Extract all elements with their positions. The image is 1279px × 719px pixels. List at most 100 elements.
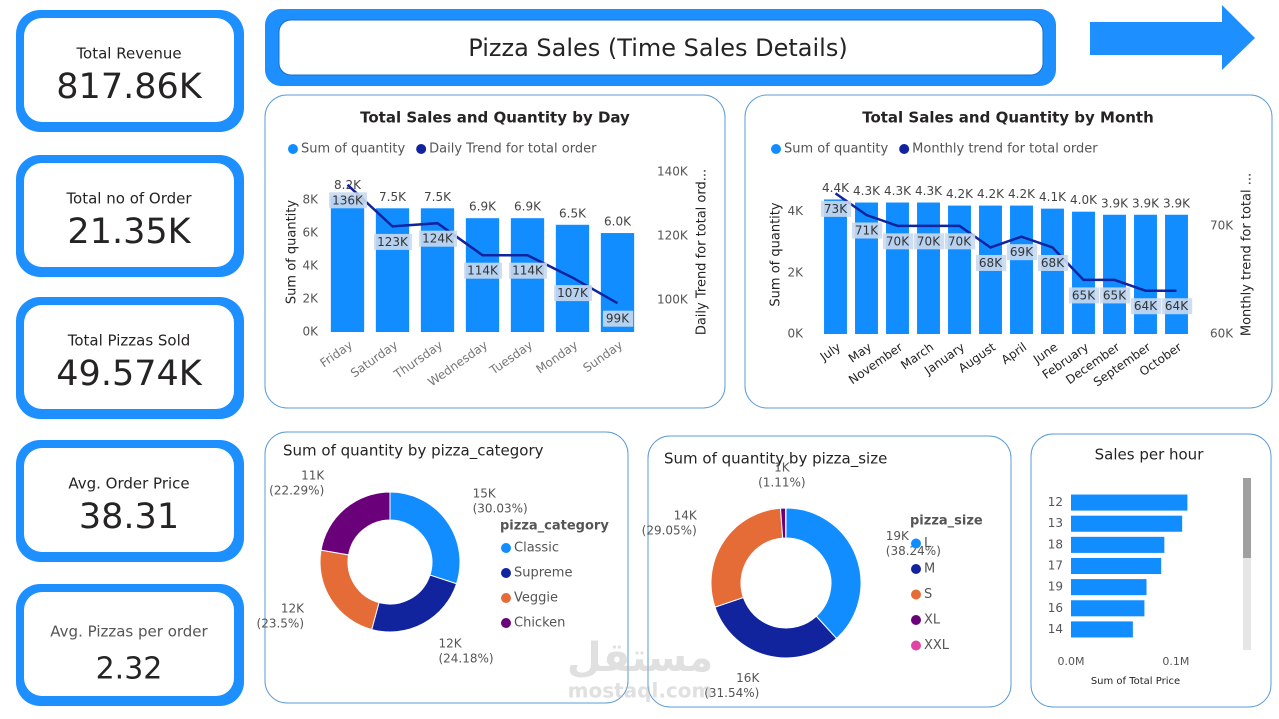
kpi-label: Total no of Order [65, 190, 192, 208]
label-bg [913, 233, 945, 250]
line-value-label: 68K [1041, 256, 1065, 270]
legend-label: Chicken [514, 616, 565, 631]
label-bg [1037, 254, 1069, 271]
bar-value-label: 4.3K [853, 184, 881, 198]
y-tick-label: 0K [787, 327, 804, 341]
slice-percent-label: (22.29%) [269, 484, 324, 498]
bar [330, 196, 365, 332]
legend-label: Daily Trend for total order [429, 142, 597, 157]
bar [824, 199, 847, 334]
label-bg [464, 262, 503, 279]
bar-value-label: 4.3K [915, 184, 943, 198]
y-tick-label: 12 [1048, 495, 1063, 509]
legend-label: Veggie [514, 591, 558, 606]
slice-percent-label: (31.54%) [704, 686, 759, 700]
line-value-label: 65K [1072, 288, 1096, 302]
kpi-card [24, 18, 234, 122]
legend-dot [288, 144, 298, 154]
y-tick-label: 4K [787, 204, 804, 218]
nav-arrow[interactable] [1090, 5, 1255, 70]
bar [1071, 621, 1133, 638]
bar [1165, 214, 1188, 334]
y-tick-label: 17 [1048, 559, 1063, 573]
slice-percent-label: (29.05%) [642, 523, 697, 537]
y-tick-label: 16 [1048, 601, 1063, 615]
line-value-label: 99K [606, 312, 630, 326]
x-tick-label: 0.1M [1162, 655, 1189, 668]
legend-dot [771, 144, 781, 154]
y-axis-title: Sum of quantity [769, 202, 784, 306]
y-tick-label: 2K [302, 292, 319, 306]
kpi-card [24, 163, 234, 267]
legend-label: L [924, 536, 932, 551]
bar-value-label: 6.0K [604, 215, 632, 229]
bar-value-label: 4.2K [1008, 187, 1036, 201]
legend-dot [501, 593, 511, 603]
x-tick-label: 0.0M [1058, 655, 1085, 668]
slice-percent-label: (38.24%) [886, 544, 941, 558]
line-value-label: 64K [1165, 299, 1189, 313]
y-tick-label: 4K [302, 259, 319, 273]
bar-value-label: 4.2K [946, 187, 974, 201]
legend-label: Classic [514, 541, 559, 556]
kpi-card [24, 448, 234, 552]
donut-slice [320, 491, 391, 556]
bar [375, 208, 410, 332]
bar [1134, 214, 1157, 334]
line-value-label: 65K [1103, 288, 1127, 302]
slice-value-label: 12K [438, 636, 462, 650]
kpi-value: 817.86K [56, 67, 202, 107]
line-value-label: 136K [332, 193, 364, 207]
kpi-value: 21.35K [67, 212, 191, 252]
slice-value-label: 12K [281, 601, 305, 615]
label-bg [975, 254, 1007, 271]
legend-dot [501, 543, 511, 553]
legend-label: Supreme [514, 566, 572, 581]
label-bg [419, 230, 458, 247]
bar [1071, 579, 1147, 596]
label-bg [1006, 244, 1038, 261]
slice-value-label: 1K [774, 461, 791, 475]
chart-title: Sum of quantity by pizza_size [664, 450, 887, 469]
kpi-label: Avg. Order Price [68, 475, 189, 493]
slice-value-label: 19K [886, 529, 910, 543]
legend-label: XXL [924, 638, 950, 653]
line-value-label: 69K [1010, 245, 1034, 259]
line-value-label: 114K [467, 264, 499, 278]
bar [1010, 205, 1033, 334]
label-bg [1068, 287, 1100, 304]
watermark: mostaql.com [568, 679, 713, 703]
bar-value-label: 3.9K [1101, 196, 1129, 210]
slice-value-label: 16K [736, 671, 760, 685]
x-axis-title: Sum of Total Price [1091, 676, 1180, 687]
label-bg [1130, 298, 1162, 315]
bar-value-label: 4.4K [822, 181, 850, 195]
label-bg [329, 192, 368, 209]
kpi-value: 49.574K [56, 354, 202, 394]
chart-title: Sales per hour [1095, 446, 1205, 464]
watermark: مستقل [567, 635, 713, 681]
chart-title: Total Sales and Quantity by Day [360, 109, 630, 127]
kpi-card [24, 592, 234, 696]
y-tick-label: 2K [787, 265, 804, 279]
label-bg [820, 200, 852, 217]
bar-value-label: 6.9K [514, 200, 542, 214]
bar-value-label: 7.5K [379, 190, 407, 204]
slice-percent-label: (30.03%) [473, 502, 528, 516]
bar [917, 202, 940, 334]
legend-label: Sum of quantity [784, 142, 888, 157]
label-bg [882, 233, 914, 250]
y-tick-label: 18 [1048, 537, 1063, 551]
slice-percent-label: (1.11%) [758, 476, 805, 490]
bar-value-label: 3.9K [1163, 196, 1191, 210]
bar [855, 202, 878, 334]
line-value-label: 73K [824, 202, 848, 216]
y-axis-title: Sum of quantity [285, 200, 300, 304]
scrollbar[interactable] [1243, 478, 1251, 650]
y2-tick-label: 120K [657, 229, 689, 243]
legend-dot [911, 615, 921, 625]
y2-tick-label: 100K [657, 293, 689, 307]
legend-label: Sum of quantity [301, 142, 405, 157]
bar [1071, 494, 1188, 511]
scrollbar-thumb[interactable] [1243, 478, 1251, 558]
